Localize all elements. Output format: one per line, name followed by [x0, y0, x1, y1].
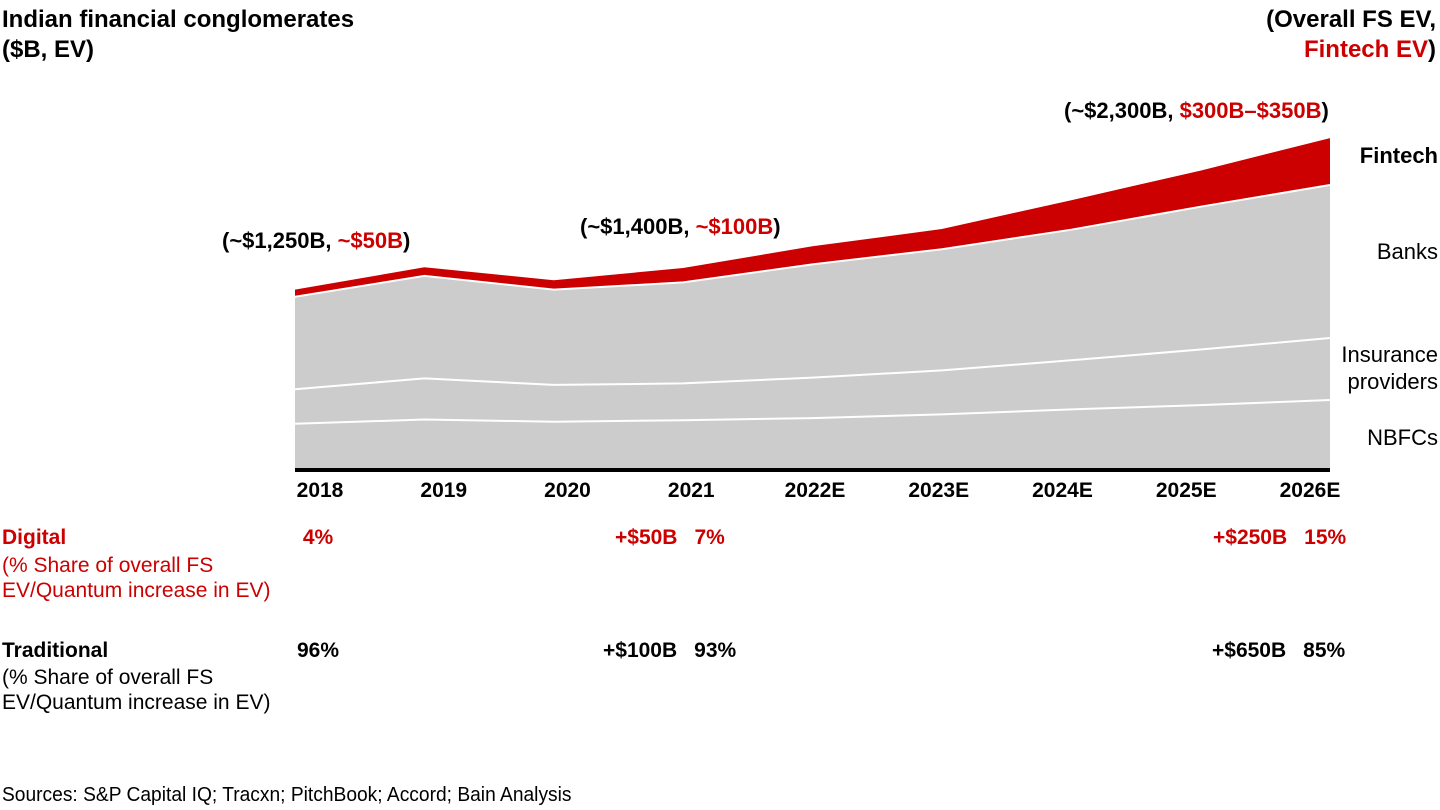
annotation-2026-close: ) [1321, 98, 1329, 123]
layer-label-nbfcs: NBFCs [1367, 425, 1438, 450]
layer-label-banks: Banks [1376, 239, 1438, 264]
digital-delta-2026: +$250B [1213, 526, 1288, 549]
unit-legend-fintech-ev: Fintech EV [1303, 36, 1428, 63]
x-axis-label: 2018 [296, 479, 344, 502]
digital-share-2021: 7% [694, 526, 725, 549]
annotation-2021: (~$1,400B, ~$100B) [580, 214, 781, 240]
fintech-area [295, 138, 1330, 297]
page-title: Indian financial conglomerates ($B, EV) [2, 5, 354, 65]
digital-delta-2021: +$50B [615, 526, 678, 549]
unit-legend: (Overall FS EV, Fintech EV) [1266, 5, 1436, 65]
x-axis-label: 2023E [908, 479, 970, 502]
digital-row-sublabel: (% Share of overall FS EV/Quantum increa… [2, 553, 270, 603]
annotation-2018: (~$1,250B, ~$50B) [222, 228, 410, 254]
digital-share-2026: 15% [1304, 526, 1347, 549]
page-title-line2: ($B, EV) [2, 36, 95, 63]
digital-share-2018: 4% [302, 526, 334, 549]
annotation-2026-fintech: $300B–$350B [1179, 98, 1322, 123]
stacked-area-chart [295, 138, 1330, 472]
x-axis-line [295, 468, 1330, 472]
traditional-row-sublabel: (% Share of overall FS EV/Quantum increa… [2, 665, 270, 715]
digital-row-label: Digital [2, 526, 67, 549]
page-title-line1: Indian financial conglomerates [2, 6, 355, 33]
annotation-2021-fintech: ~$100B [695, 214, 774, 239]
annotation-2026-total: (~$2,300B, [1064, 98, 1180, 123]
unit-legend-line1: (Overall FS EV, [1266, 6, 1436, 33]
annotation-2021-close: ) [773, 214, 781, 239]
traditional-row-label: Traditional [2, 639, 109, 662]
digital-value-2026: +$250B 15% [1213, 526, 1346, 550]
digital-row-sublabel-line1: (% Share of overall FS [2, 554, 214, 577]
traditional-share-2018: 96% [296, 639, 340, 662]
x-axis-label: 2024E [1032, 479, 1093, 502]
x-axis-label: 2021 [667, 479, 715, 502]
traditional-delta-2026: +$650B [1212, 639, 1287, 662]
layer-boundary-insurance [295, 337, 1330, 391]
layer-label-insurance-providers: Insurance providers [1341, 341, 1438, 395]
x-axis-label: 2026E [1279, 479, 1341, 502]
annotation-2018-fintech: ~$50B [337, 228, 404, 253]
traditional-row-sublabel-line1: (% Share of overall FS [2, 666, 214, 689]
traditional-share-2021: 93% [694, 639, 737, 662]
annotation-2018-total: (~$1,250B, [222, 228, 338, 253]
annotation-2026: (~$2,300B, $300B–$350B) [1064, 98, 1329, 124]
traditional-share-2026: 85% [1303, 639, 1346, 662]
traditional-area [295, 185, 1330, 470]
digital-row-sublabel-line2: EV/Quantum increase in EV) [2, 579, 271, 602]
layer-boundary-fintech [295, 184, 1330, 298]
unit-legend-line2: Fintech EV) [1266, 35, 1436, 65]
sources-note: Sources: S&P Capital IQ; Tracxn; PitchBo… [2, 784, 572, 806]
layer-label-insurance-line2: providers [1347, 369, 1438, 394]
traditional-value-2026: +$650B 85% [1212, 639, 1345, 663]
x-axis-label: 2020 [544, 479, 591, 502]
x-axis-label: 2022E [784, 479, 846, 502]
x-axis-label: 2025E [1155, 479, 1217, 502]
traditional-value-2021: +$100B 93% [603, 639, 736, 663]
annotation-2021-total: (~$1,400B, [580, 214, 696, 239]
traditional-row-sublabel-line2: EV/Quantum increase in EV) [2, 691, 271, 714]
layer-label-insurance-line1: Insurance [1341, 342, 1438, 367]
annotation-2018-close: ) [403, 228, 411, 253]
layer-label-fintech: Fintech [1359, 143, 1438, 168]
x-axis-label: 2019 [420, 479, 468, 502]
traditional-delta-2021: +$100B [603, 639, 678, 662]
unit-legend-close-paren: ) [1428, 36, 1436, 63]
digital-value-2021: +$50B 7% [615, 526, 725, 550]
layer-boundary-nbfcs [295, 399, 1330, 425]
